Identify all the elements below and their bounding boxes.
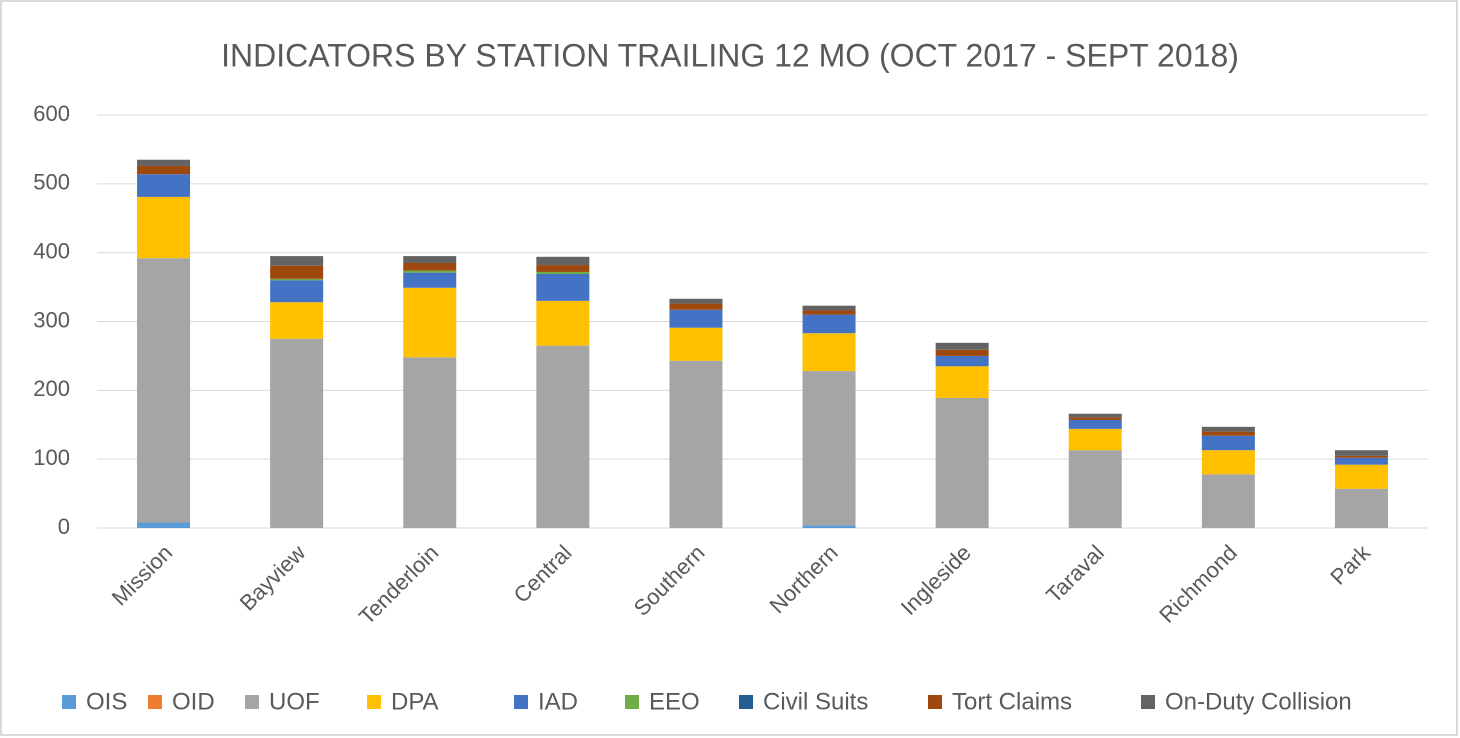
bar-segment	[270, 338, 324, 528]
bar-segment	[137, 522, 191, 528]
bar-segment	[1068, 450, 1122, 528]
bar-segment	[137, 196, 191, 259]
bar-segment	[536, 300, 590, 346]
legend-label: EEO	[649, 688, 700, 715]
legend-swatch	[367, 695, 381, 709]
legend-swatch	[245, 695, 259, 709]
bar-segment	[1334, 455, 1388, 458]
bar-segment	[669, 298, 723, 304]
legend-label: IAD	[538, 688, 578, 715]
bar-segment	[137, 159, 191, 166]
legend-swatch	[625, 695, 639, 709]
y-tick-label: 300	[33, 307, 70, 332]
bar-segment	[802, 314, 856, 334]
bar-segment	[1334, 450, 1388, 456]
y-tick-label: 400	[33, 238, 70, 263]
legend-swatch	[739, 695, 753, 709]
bar-segment	[536, 265, 590, 272]
bar-segment	[1201, 435, 1255, 451]
bar-segment	[1068, 413, 1122, 418]
legend-label: DPA	[391, 688, 439, 715]
bar-segment	[1334, 457, 1388, 465]
bar-segment	[1334, 488, 1388, 528]
legend-label: Tort Claims	[952, 688, 1072, 715]
bar-segment	[669, 327, 723, 361]
bar-segment	[270, 265, 324, 279]
bar-segment	[137, 165, 191, 175]
bar-segment	[935, 366, 989, 398]
bar-segment	[403, 272, 457, 288]
legend-swatch	[62, 695, 76, 709]
y-tick-label: 100	[33, 445, 70, 470]
y-tick-label: 0	[58, 514, 70, 539]
legend-label: UOF	[269, 688, 320, 715]
bar-segment	[403, 270, 457, 273]
bar-segment	[802, 310, 856, 315]
bar-segment	[935, 397, 989, 528]
bar-segment	[802, 333, 856, 372]
bar-segment	[669, 360, 723, 528]
legend-label: OID	[172, 688, 215, 715]
bar-segment	[935, 349, 989, 356]
bar-segment	[270, 302, 324, 339]
bar-segment	[403, 262, 457, 271]
bar-segment	[1068, 428, 1122, 451]
bar-segment	[1201, 474, 1255, 528]
legend-swatch	[514, 695, 528, 709]
bar-segment	[137, 258, 191, 523]
bar-segment	[935, 355, 989, 367]
bar-segment	[270, 280, 324, 303]
bar-segment	[536, 271, 590, 275]
bar-segment	[1068, 417, 1122, 420]
legend-swatch	[148, 695, 162, 709]
bar-segment	[1201, 426, 1255, 432]
bar-segment	[536, 274, 590, 301]
bar-segment	[270, 256, 324, 266]
bar-segment	[403, 256, 457, 263]
bar-segment	[669, 309, 723, 328]
bar-segment	[802, 371, 856, 526]
bar-segment	[802, 305, 856, 311]
bar-segment	[403, 287, 457, 358]
legend-label: OIS	[86, 688, 127, 715]
bar-segment	[403, 357, 457, 528]
y-tick-label: 200	[33, 376, 70, 401]
legend-swatch	[928, 695, 942, 709]
bar-segment	[1334, 464, 1388, 489]
bar-segment	[935, 342, 989, 350]
bar-segment	[669, 303, 723, 310]
bar-segment	[536, 345, 590, 528]
y-tick-label: 500	[33, 170, 70, 195]
bar-segment	[536, 256, 590, 266]
y-tick-label: 600	[33, 101, 70, 126]
legend-label: Civil Suits	[763, 688, 868, 715]
bar-segment	[1201, 450, 1255, 475]
bar-segment	[802, 525, 856, 528]
bar-segment	[1068, 419, 1122, 429]
bar-segment	[137, 174, 191, 197]
bar-segment	[1201, 431, 1255, 436]
bar-segment	[270, 278, 324, 281]
legend-swatch	[1141, 695, 1155, 709]
legend-label: On-Duty Collision	[1165, 688, 1352, 715]
chart-title: INDICATORS BY STATION TRAILING 12 MO (OC…	[221, 37, 1239, 73]
